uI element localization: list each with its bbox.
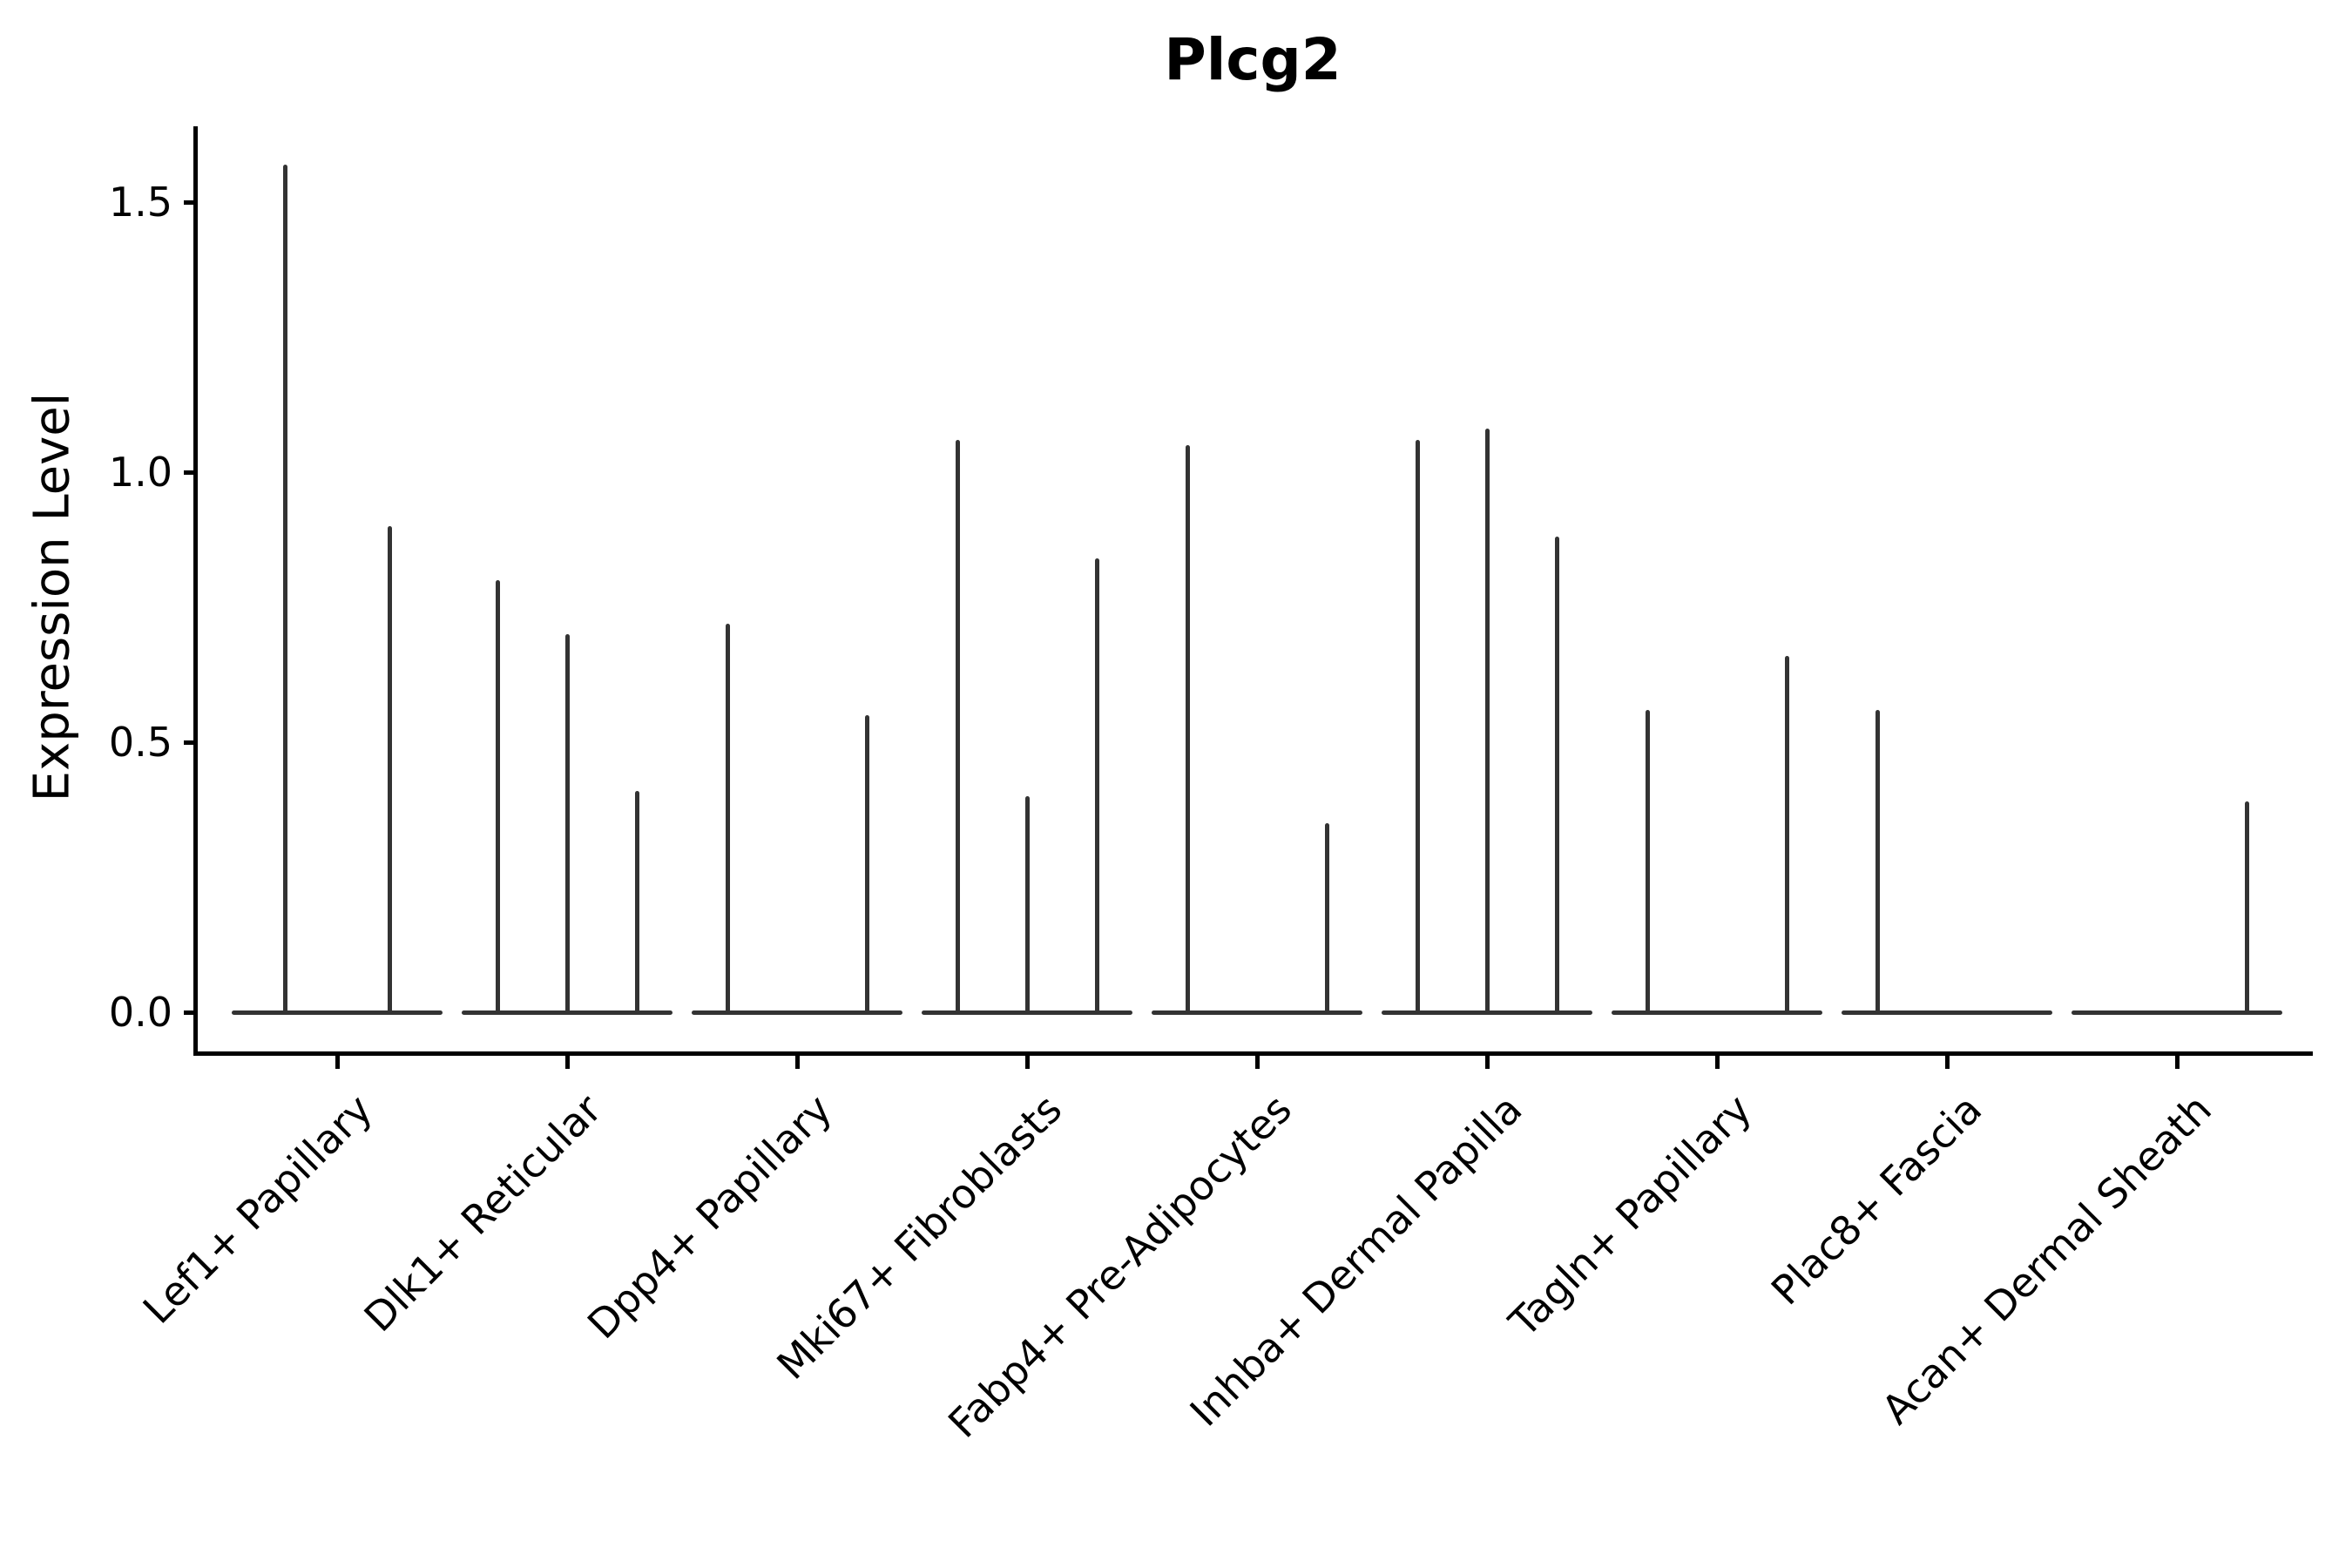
violin-baseline <box>1152 1010 1362 1015</box>
violin-spike <box>387 526 392 1015</box>
violin-spike <box>282 164 287 1015</box>
x-tick-label: Lef1+ Papillary <box>133 1085 382 1333</box>
x-tick-mark <box>2174 1056 2180 1069</box>
y-axis-label: Expression Level <box>24 392 81 802</box>
violin-spike <box>1645 709 1650 1015</box>
violin-spike <box>1185 445 1190 1015</box>
y-tick-label: 0.5 <box>108 719 172 766</box>
x-tick-mark <box>335 1056 340 1069</box>
violin-spike <box>1484 429 1490 1015</box>
violin-spike <box>864 715 869 1015</box>
x-tick-label: Dpp4+ Papillary <box>578 1085 841 1348</box>
x-tick-mark <box>1024 1056 1030 1069</box>
y-tick-label: 1.5 <box>108 179 172 226</box>
violin-spike <box>495 580 500 1015</box>
x-tick-mark <box>1944 1056 1950 1069</box>
x-tick-mark <box>564 1056 570 1069</box>
violin-spike <box>2244 801 2249 1015</box>
violin-spike <box>1094 558 1099 1015</box>
violin-spike <box>1875 709 1880 1015</box>
violin-spike <box>725 623 730 1015</box>
violin-spike <box>1554 537 1559 1015</box>
x-tick-mark <box>1484 1056 1490 1069</box>
x-tick-mark <box>1714 1056 1720 1069</box>
y-tick-label: 1.0 <box>108 449 172 496</box>
x-tick-mark <box>794 1056 800 1069</box>
x-tick-label: Plac8+ Fascia <box>1761 1085 1991 1315</box>
y-tick-mark <box>184 470 197 475</box>
y-axis-spine <box>193 126 198 1056</box>
y-tick-mark <box>184 740 197 745</box>
violin-baseline <box>1612 1010 1822 1015</box>
y-tick-label: 0.0 <box>108 989 172 1036</box>
violin-baseline <box>1842 1010 2052 1015</box>
violin-baseline <box>232 1010 443 1015</box>
violin-spike <box>564 634 570 1015</box>
violin-spike <box>1324 823 1329 1015</box>
violin-spike <box>955 439 960 1015</box>
y-tick-mark <box>184 1010 197 1015</box>
violin-baseline <box>2072 1010 2282 1015</box>
y-tick-mark <box>184 199 197 205</box>
x-tick-label: Tagln+ Papillary <box>1500 1085 1761 1346</box>
violin-spike <box>634 790 639 1015</box>
violin-baseline <box>692 1010 902 1015</box>
violin-spike <box>1024 796 1030 1015</box>
violin-spike <box>1415 439 1420 1015</box>
x-tick-label: Dlk1+ Reticular <box>355 1085 612 1342</box>
violin-spike <box>1784 655 1789 1015</box>
x-axis-spine <box>193 1051 2313 1056</box>
chart-title: Plcg2 <box>1164 26 1342 93</box>
x-tick-mark <box>1254 1056 1260 1069</box>
